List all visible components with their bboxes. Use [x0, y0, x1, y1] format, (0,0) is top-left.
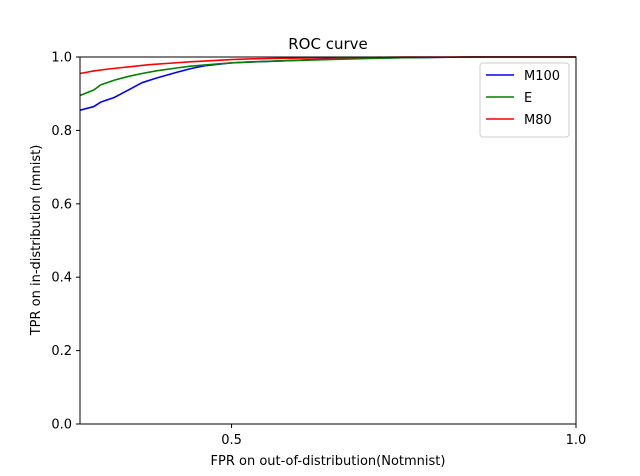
x-axis-ticks: 0.5 1.0 — [221, 424, 586, 448]
x-tick-label: 1.0 — [566, 433, 587, 448]
legend-label-e: E — [524, 91, 532, 106]
x-tick-label: 0.5 — [221, 433, 242, 448]
y-axis-ticks: 0.0 0.2 0.4 0.6 0.8 1.0 — [51, 51, 80, 433]
legend-label-m80: M80 — [524, 113, 552, 128]
y-tick-label: 0.2 — [51, 344, 72, 359]
y-tick-label: 0.6 — [51, 197, 72, 212]
y-tick-label: 0.0 — [51, 418, 72, 433]
chart-title: ROC curve — [288, 35, 368, 53]
y-tick-label: 0.4 — [51, 271, 72, 286]
legend-label-m100: M100 — [524, 69, 560, 84]
x-axis-label: FPR on out-of-distribution(Notmnist) — [211, 454, 446, 469]
y-tick-label: 1.0 — [51, 51, 72, 66]
y-tick-label: 0.8 — [51, 124, 72, 139]
plot-frame — [79, 56, 577, 425]
legend: M100 E M80 — [479, 62, 570, 138]
y-axis-label: TPR on in-distribution (mnist) — [29, 145, 44, 337]
